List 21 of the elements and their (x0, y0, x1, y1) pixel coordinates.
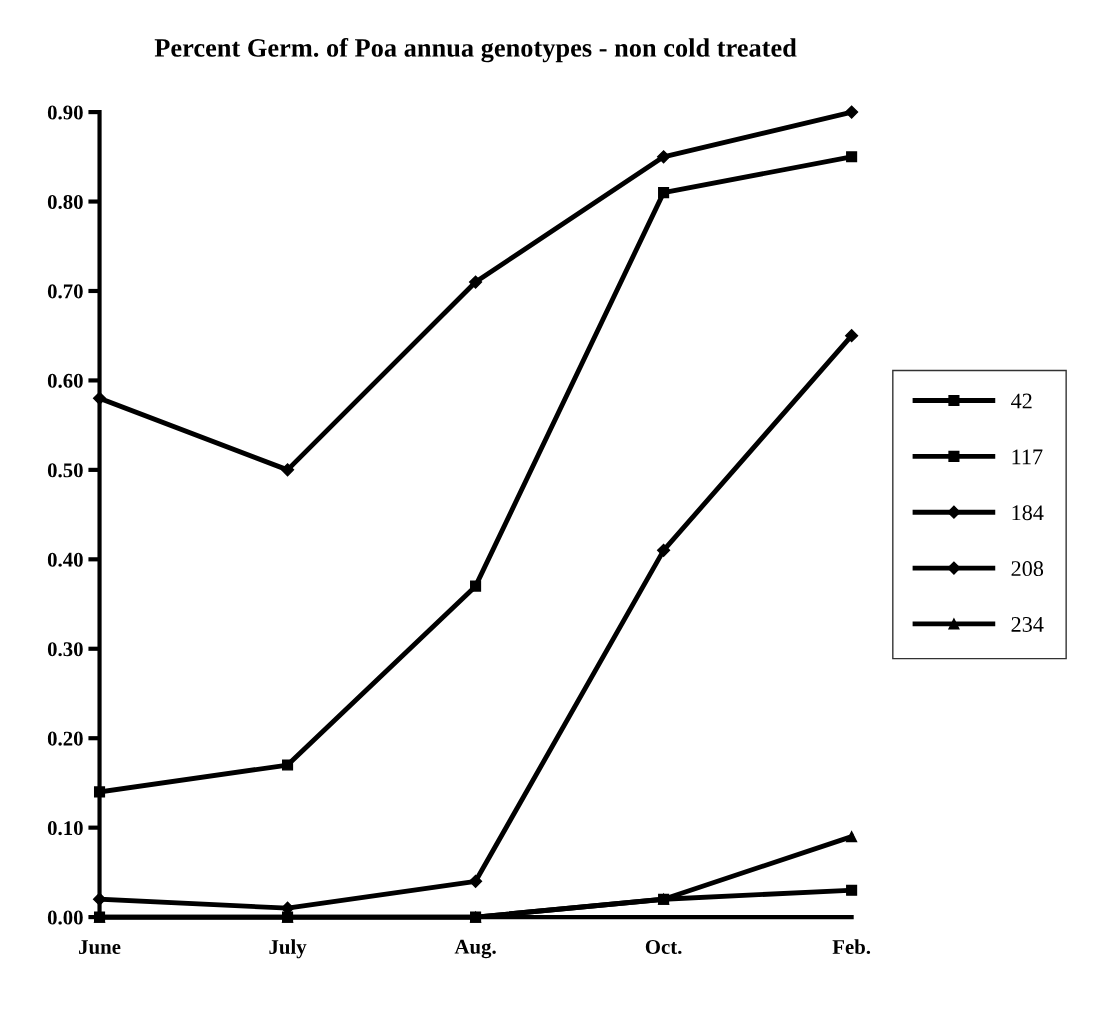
x-tick-label: Aug. (454, 939, 496, 959)
y-tick-label: 0.10 (47, 821, 83, 836)
x-tick-label: Feb. (832, 939, 871, 955)
x-tick-label: June (79, 940, 121, 955)
legend-label: 234 (1011, 616, 1044, 632)
y-tick-label: 0.20 (47, 731, 83, 746)
x-tick-label: July (269, 939, 307, 959)
y-tick-label: 0.30 (47, 642, 83, 657)
legend-label: 208 (1011, 561, 1044, 577)
legend-label: 184 (1012, 505, 1044, 521)
y-tick-label: 0.80 (47, 194, 83, 210)
y-tick-label: 0.90 (47, 105, 83, 120)
chart-title: Percent Germ. of Poa annua genotypes - non cold treated (154, 37, 797, 63)
legend-label: 117 (1012, 449, 1043, 465)
x-tick-label: Oct. (645, 939, 682, 955)
legend-label: 42 (1011, 393, 1032, 409)
y-tick-label: 0.60 (47, 373, 83, 388)
y-tick-label: 0.40 (47, 552, 83, 567)
y-tick-label: 0.50 (47, 463, 83, 478)
y-tick-label: 0.00 (47, 910, 83, 925)
y-tick-label: 0.70 (47, 284, 83, 299)
